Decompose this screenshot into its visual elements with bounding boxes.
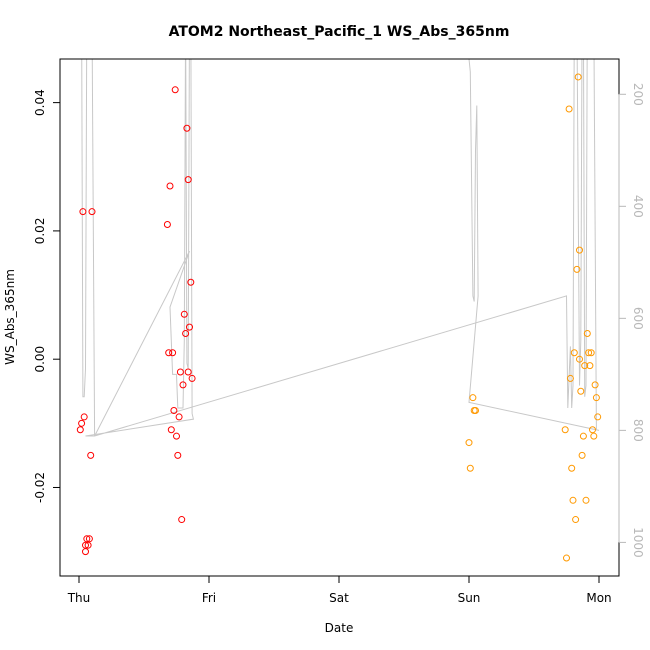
data-point-red <box>176 368 184 376</box>
data-point-red <box>180 310 188 318</box>
data-point-red <box>173 432 180 440</box>
data-point-orange <box>582 496 590 504</box>
data-point-orange <box>583 330 591 338</box>
data-point-orange <box>572 516 580 524</box>
data-point-red <box>163 220 171 228</box>
data-point-red <box>184 368 192 376</box>
data-point-orange <box>472 407 479 415</box>
data-point-orange <box>587 349 595 357</box>
data-point-red <box>83 535 91 543</box>
data-point-orange <box>581 362 589 370</box>
data-point-red <box>184 176 192 184</box>
data-point-orange <box>576 246 583 254</box>
x-tick-label: Fri <box>202 591 216 605</box>
data-point-orange <box>576 355 583 363</box>
data-point-orange <box>592 394 600 402</box>
altitude-track-line-sun <box>468 59 600 431</box>
data-point-orange <box>577 387 585 395</box>
data-point-orange <box>565 105 573 113</box>
data-point-orange <box>586 362 594 370</box>
data-point-red <box>166 182 174 190</box>
data-point-red <box>88 208 96 216</box>
data-point-orange <box>574 73 582 81</box>
y2-tick-label: 800 <box>631 419 645 442</box>
data-point-red <box>78 419 86 427</box>
data-point-orange <box>568 464 576 472</box>
x-tick-label: Sat <box>329 591 349 605</box>
y2-tick-label: 400 <box>631 195 645 218</box>
data-point-orange <box>566 374 574 382</box>
y-tick-label: 0.00 <box>33 346 47 373</box>
data-point-orange <box>585 349 593 357</box>
data-point-red <box>167 426 175 434</box>
chart-title: ATOM2 Northeast_Pacific_1 WS_Abs_365nm <box>169 24 510 40</box>
data-point-red <box>80 413 88 421</box>
altitude-track-line <box>81 59 597 437</box>
data-point-red <box>84 541 92 549</box>
data-point-orange <box>589 426 596 434</box>
plot-area: Thu Fri Sat Sun Mon -0.02 0.00 0.02 0.04 200 400 60… <box>33 58 645 605</box>
y-tick-label: 0.04 <box>33 89 47 116</box>
data-point-red <box>79 208 87 216</box>
data-point-red <box>87 451 95 459</box>
y-tick-label: -0.02 <box>33 472 47 503</box>
data-point-red <box>186 323 193 331</box>
x-tick-label: Thu <box>67 591 91 605</box>
x-axis-label: Date <box>325 621 354 635</box>
data-point-red <box>76 426 84 434</box>
data-point-red <box>187 278 195 286</box>
data-point-orange <box>563 554 570 562</box>
data-point-red <box>175 413 183 421</box>
data-point-red <box>169 349 177 357</box>
data-point-red <box>170 407 178 415</box>
y-tick-label: 0.02 <box>33 218 47 245</box>
data-point-red <box>165 349 173 357</box>
data-point-red <box>174 451 182 459</box>
data-point-orange <box>591 381 599 389</box>
data-point-red <box>178 516 186 524</box>
x-tick-label: Sun <box>458 591 481 605</box>
data-point-red <box>171 86 179 94</box>
data-point-red <box>188 374 196 382</box>
data-point-red <box>183 124 191 132</box>
data-point-orange <box>469 394 477 402</box>
data-point-red <box>179 381 187 389</box>
y2-tick-label: 600 <box>631 307 645 330</box>
data-point-orange <box>578 451 586 459</box>
data-point-orange <box>590 432 598 440</box>
y2-tick-label: 1000 <box>631 527 645 558</box>
data-point-red <box>82 548 89 556</box>
data-point-red <box>182 330 190 338</box>
data-point-orange <box>569 496 577 504</box>
data-point-orange <box>579 432 587 440</box>
data-point-orange <box>466 464 474 472</box>
y2-tick-label: 200 <box>631 83 645 106</box>
data-point-red <box>85 535 93 543</box>
data-point-orange <box>561 426 569 434</box>
y-axis-label: WS_Abs_365nm <box>3 269 17 365</box>
data-point-orange <box>465 439 473 447</box>
data-point-orange <box>570 349 578 357</box>
data-point-orange <box>594 413 602 421</box>
x-tick-label: Mon <box>586 591 611 605</box>
data-point-orange <box>573 265 581 273</box>
